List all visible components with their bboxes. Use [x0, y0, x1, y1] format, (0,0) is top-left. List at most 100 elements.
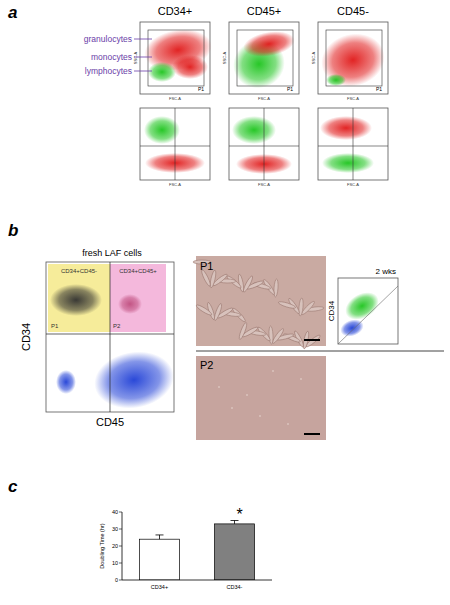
arrow — [134, 57, 152, 58]
plot-title: fresh LAF cells — [82, 248, 142, 258]
population-label: monocytes — [91, 52, 132, 62]
debris — [300, 378, 302, 380]
panel-label: a — [8, 3, 17, 22]
y-tick — [119, 512, 122, 513]
bar — [140, 539, 180, 580]
quadrant-line — [140, 146, 210, 147]
debris — [218, 386, 220, 388]
y-tick-label: 20 — [112, 543, 118, 549]
panel-label: b — [8, 221, 18, 240]
gate-line — [338, 286, 398, 344]
gate-name: P1 — [51, 323, 59, 329]
dot-cloud — [50, 284, 102, 316]
gate-label: CD34+CD45- — [61, 268, 97, 274]
panel-label: c — [8, 477, 18, 496]
axis-label: FSC-A — [258, 182, 270, 187]
y-tick-label: 40 — [112, 509, 118, 515]
axis-label: SSC-A — [222, 52, 227, 65]
plot-frame — [338, 278, 398, 344]
gate — [148, 30, 204, 86]
quadrant-line — [229, 146, 299, 147]
gate — [326, 30, 382, 86]
quadrant-line — [175, 108, 176, 180]
axis-label: CD34 — [20, 323, 32, 351]
gate-label: CD34+CD45+ — [119, 268, 157, 274]
dot-cloud — [338, 316, 366, 339]
y-tick — [119, 546, 122, 547]
gate-name: P2 — [113, 323, 121, 329]
axis-label: Doubling Time (hr) — [99, 523, 105, 568]
population-label: granulocytes — [84, 34, 132, 44]
gate-label: P1 — [376, 86, 382, 92]
gate-region — [48, 264, 110, 332]
population-label: lymphocytes — [85, 66, 132, 76]
significance: * — [236, 506, 242, 523]
dot-cloud — [232, 116, 276, 144]
panel-b: fresh LAF cells CD34+CD45- CD34+CD45+ P1 P2 C… — [20, 248, 444, 440]
panel-a: CD34+ P1 FSC-A SSC-A FSC-A CD45+ P1 FSC-A SSC-A F… — [84, 5, 391, 187]
dot-cloud — [144, 116, 180, 144]
divider — [196, 351, 444, 352]
scale-bar — [304, 339, 320, 341]
debris — [272, 370, 274, 372]
x-tick-label: CD34+ — [151, 584, 168, 590]
dot-cloud — [148, 62, 176, 82]
column-header: CD45+ — [247, 5, 282, 17]
gate-region — [110, 264, 166, 332]
debris — [287, 423, 289, 425]
y-tick-label: 10 — [112, 560, 118, 566]
dot-cloud — [118, 294, 142, 314]
axis-label: FSC-A — [347, 96, 359, 101]
culture-time: 2 wks — [376, 267, 396, 276]
y-tick-label: 30 — [112, 526, 118, 532]
quadrant-line — [110, 262, 111, 412]
dot-cloud — [172, 55, 208, 79]
plot-frame — [229, 108, 299, 180]
debris — [259, 415, 261, 417]
error-bar — [156, 535, 164, 539]
plot-frame — [318, 108, 388, 180]
axis-label: FSC-A — [169, 182, 181, 187]
y-tick — [119, 563, 122, 564]
dot-cloud — [241, 28, 296, 61]
bars — [140, 521, 255, 581]
axis-label: SSC-A — [311, 52, 316, 65]
x-tick-label: CD34- — [227, 584, 243, 590]
axis-label: FSC-A — [169, 96, 181, 101]
axis-label: CD34 — [327, 300, 336, 321]
axis-label: CD45 — [96, 416, 124, 428]
cell — [195, 304, 212, 317]
gate-label: P1 — [287, 86, 293, 92]
axis-label: FSC-A — [347, 182, 359, 187]
image-label: P1 — [200, 260, 213, 272]
image-label: P2 — [200, 359, 213, 371]
column-header: CD34+ — [158, 5, 193, 17]
cell — [278, 300, 296, 309]
dot-cloud — [315, 27, 390, 94]
x-axis — [122, 580, 272, 581]
bar — [215, 524, 255, 580]
debris — [231, 407, 233, 409]
plot-frame — [140, 108, 210, 180]
cell — [269, 326, 274, 344]
quadrant-line — [353, 108, 354, 180]
y-tick — [119, 529, 122, 530]
column-header: CD45- — [337, 5, 369, 17]
quadrant-line — [318, 146, 388, 147]
y-tick — [119, 580, 122, 581]
cell — [238, 322, 248, 340]
gate-label: P1 — [198, 86, 204, 92]
dot-cloud — [320, 116, 372, 140]
panel-c: 0 10 20 30 40 Doubling Time (hr) CD34+ CD34- * — [99, 506, 272, 591]
debris — [246, 394, 248, 396]
quadrant-line — [264, 108, 265, 180]
axis-label: FSC-A — [258, 96, 270, 101]
scale-bar — [304, 433, 320, 435]
quadrant-line — [46, 334, 174, 335]
micrograph — [196, 356, 326, 440]
dot-cloud — [56, 370, 76, 394]
axis-label: SSC-A — [133, 52, 138, 65]
dot-cloud — [326, 74, 346, 86]
arrow — [134, 71, 152, 72]
y-tick-label: 0 — [115, 577, 118, 583]
